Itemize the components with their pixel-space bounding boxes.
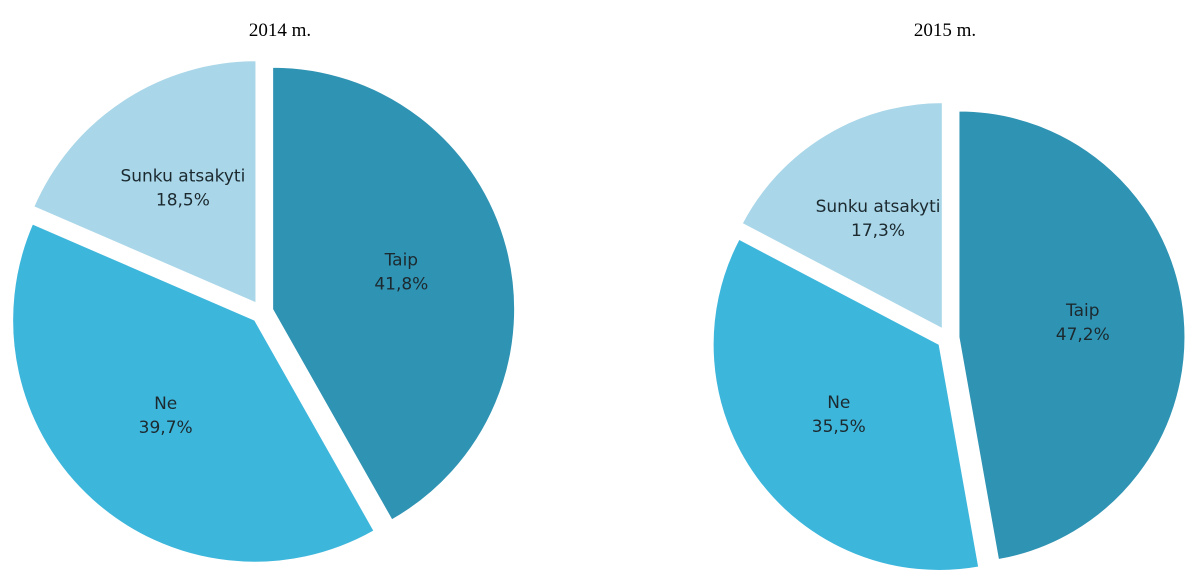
pie-slice [33,60,257,304]
slice-category: Taip [384,250,419,270]
pie-slice [712,238,980,571]
chart-title: 2015 m. [914,20,976,41]
pie-slice [958,110,1186,561]
slice-value-label: 39,7% [139,418,193,438]
slice-category: Taip [1065,301,1100,321]
slice-value-label: 47,2% [1056,325,1110,345]
slice-value-label: 17,3% [851,221,905,241]
pie-slice [741,102,943,330]
pie-slice [272,66,516,521]
slice-category: Ne [154,394,177,414]
slice-category: Sunku atsakyti [120,167,245,187]
pie-slice [12,223,375,563]
slice-category: Ne [827,393,850,413]
chart-title: 2014 m. [249,20,311,41]
slice-category: Sunku atsakyti [816,197,941,217]
slice-value-label: 35,5% [812,417,866,437]
slice-value-label: 41,8% [374,274,428,294]
slice-value-label: 18,5% [156,191,210,211]
